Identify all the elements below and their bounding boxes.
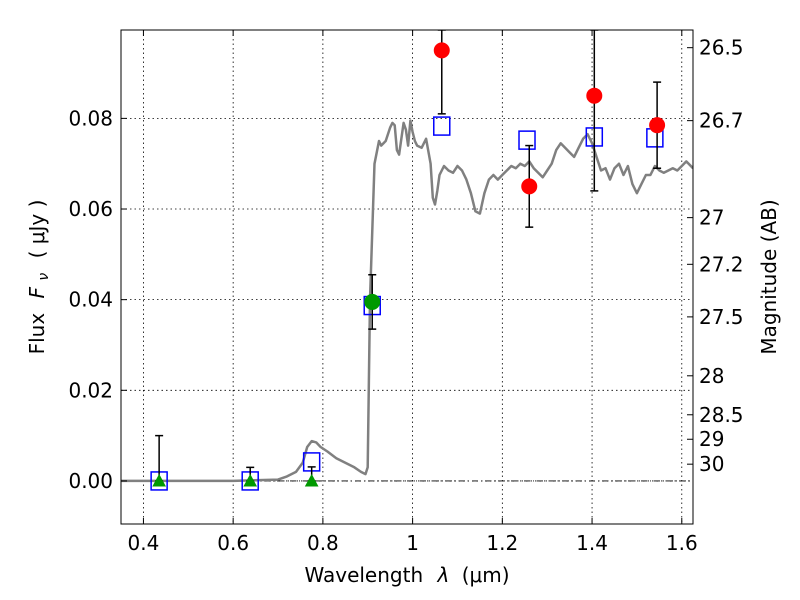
y-tick-label: 0.06 [68, 197, 113, 221]
magnitude-tick-label: 27.5 [699, 305, 744, 329]
x-axis-title: Wavelength λ (μm) [304, 563, 509, 587]
magnitude-tick-label: 29 [699, 427, 724, 451]
y-tick-label: 0.04 [68, 288, 113, 312]
model-spectrum-line [121, 119, 693, 483]
y-axis-ticks: 0.00 0.02 0.04 0.06 0.08 [68, 106, 127, 493]
x-tick-label: 1 [406, 531, 419, 555]
y-tick-label: 0.02 [68, 378, 113, 402]
magnitude-tick-label: 28 [699, 364, 724, 388]
observed-flux-point [433, 42, 450, 59]
x-tick-label: 0.6 [217, 531, 249, 555]
y-tick-label: 0.08 [68, 106, 113, 130]
y-axis-title-unit: ( μJy ) [25, 200, 49, 259]
model-flux-square [433, 116, 451, 136]
x-axis-ticks: 0.4 0.6 0.8 1 1.2 1.4 1.6 [128, 30, 698, 555]
y-axis-title-prefix: Flux [25, 313, 49, 355]
grid-lines [121, 30, 693, 524]
x-tick-label: 0.4 [128, 531, 160, 555]
magnitude-tick-label: 27.2 [699, 252, 744, 276]
x-axis-title-unit: (μm) [462, 563, 510, 587]
x-tick-label: 0.8 [307, 531, 339, 555]
observed-flux-point [364, 293, 381, 310]
x-axis-title-symbol: λ [437, 563, 450, 587]
magnitude-tick-label: 26.5 [699, 36, 744, 60]
model-flux-square [518, 130, 536, 150]
observed-flux-point [586, 87, 603, 104]
observed-flux-point [649, 117, 666, 134]
series-layer [121, 30, 693, 491]
magnitude-axis-title: Magnitude (AB) [757, 199, 781, 354]
x-axis-title-prefix: Wavelength [304, 563, 423, 587]
magnitude-tick-label: 26.7 [699, 109, 744, 133]
magnitude-tick-label: 28.5 [699, 403, 744, 427]
observed-flux-point [521, 178, 538, 195]
y-tick-label: 0.00 [68, 469, 113, 493]
plot-frame [120, 29, 694, 525]
upper-limit-triangle [152, 473, 166, 487]
y-axis-title-sub: ν [36, 273, 52, 281]
magnitude-tick-label: 27 [699, 206, 724, 230]
y-axis-title-symbol: F [25, 286, 49, 298]
x-tick-label: 1.2 [486, 531, 518, 555]
x-tick-label: 1.4 [576, 531, 608, 555]
upper-limit-triangle [304, 473, 319, 487]
plot-area [121, 30, 693, 491]
y-axis-title: Flux F ν ( μJy ) [25, 200, 53, 355]
x-tick-label: 1.6 [666, 531, 698, 555]
magnitude-tick-label: 30 [699, 452, 724, 476]
upper-limit-triangle [243, 473, 258, 487]
